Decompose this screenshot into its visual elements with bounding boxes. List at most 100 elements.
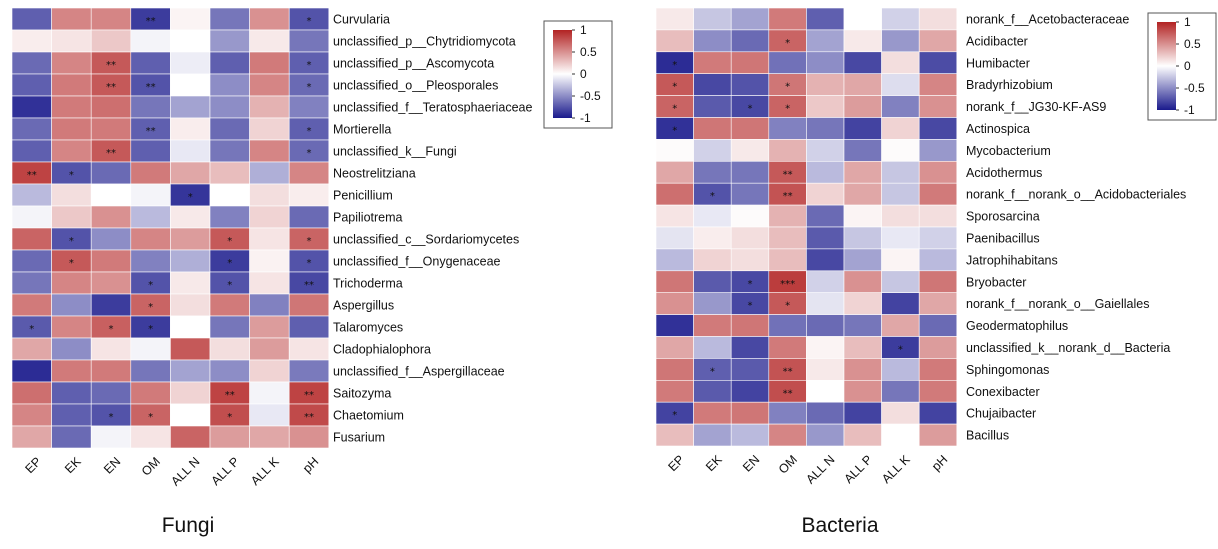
- heatmap-cell: [881, 117, 920, 140]
- heatmap-cell: [130, 29, 171, 53]
- heatmap-cell: [730, 226, 770, 250]
- heatmap-cell: [170, 403, 211, 427]
- heatmap-cell: [881, 314, 920, 337]
- legend-tick-label: -1: [580, 111, 591, 125]
- bacteria-heatmap-panel: *** ** * ***** *** **** *** *****norank_f__Acet…: [655, 7, 1217, 487]
- heatmap-cell: [730, 29, 770, 53]
- heatmap-cell: [90, 117, 132, 141]
- heatmap-cell: [806, 51, 845, 74]
- heatmap-cell: [209, 51, 250, 75]
- row-label: Acidibacter: [966, 34, 1028, 48]
- fungi-caption: Fungi: [162, 514, 215, 537]
- heatmap-cell: [655, 7, 694, 31]
- heatmap-cell: [249, 271, 290, 295]
- heatmap-cell: [843, 358, 882, 381]
- row-label: Penicillium: [333, 189, 393, 203]
- heatmap-cell: [918, 292, 958, 315]
- column-label: pH: [929, 452, 950, 473]
- legend-colorbar: [1157, 22, 1176, 110]
- row-label: norank_f__norank_o__Gaiellales: [966, 297, 1149, 311]
- heatmap-cell: [881, 270, 920, 293]
- column-label: EK: [703, 452, 725, 474]
- heatmap-cell: [730, 73, 770, 96]
- significance-label: **: [106, 82, 116, 93]
- heatmap-cell: [249, 183, 290, 207]
- significance-label: *: [109, 324, 114, 335]
- column-label: EN: [101, 454, 123, 476]
- heatmap-cell: [51, 7, 92, 31]
- heatmap-cell: [655, 292, 694, 315]
- heatmap-cell: [918, 73, 958, 96]
- heatmap-cell: [90, 249, 132, 273]
- heatmap-cell: [288, 359, 330, 383]
- heatmap-cell: [209, 359, 250, 383]
- heatmap-cell: [843, 204, 882, 228]
- heatmap-cell: [843, 423, 882, 447]
- significance-label: *: [748, 279, 753, 290]
- legend-tick-label: 1: [580, 23, 587, 37]
- heatmap-cell: [130, 51, 171, 75]
- heatmap-cell: [730, 204, 770, 228]
- heatmap-cell: [90, 425, 132, 449]
- heatmap-cell: [130, 205, 171, 229]
- heatmap-cell: [881, 248, 920, 272]
- significance-label: *: [227, 412, 232, 423]
- heatmap-cell: [881, 226, 920, 250]
- row-label: Acidothermus: [966, 166, 1042, 180]
- row-label: Bradyrhizobium: [966, 78, 1053, 92]
- heatmap-cell: [730, 336, 770, 359]
- heatmap-cell: [90, 359, 132, 383]
- heatmap-cell: [288, 95, 330, 119]
- heatmap-cell: [918, 358, 958, 381]
- significance-label: *: [148, 302, 153, 313]
- row-label: Neostrelitziana: [333, 167, 416, 181]
- heatmap-cell: [881, 7, 920, 31]
- significance-label: *: [785, 104, 790, 115]
- heatmap-cell: [768, 139, 807, 162]
- heatmap-cell: [843, 182, 882, 206]
- heatmap-cell: [249, 359, 290, 383]
- row-label: Papiliotrema: [333, 211, 403, 225]
- heatmap-cell: [693, 204, 732, 228]
- heatmap-cell: [843, 161, 882, 184]
- heatmap-cell: [170, 293, 211, 317]
- significance-label: ***: [780, 279, 795, 290]
- heatmap-cell: [655, 182, 694, 206]
- fungi-heatmap-panel: ** *** *** ** *** *** *** *** * ** * ** * **** * *** ***…: [11, 7, 613, 489]
- significance-label: *: [785, 82, 790, 93]
- significance-label: **: [27, 170, 37, 181]
- heatmap-cell: [51, 293, 92, 317]
- heatmap-cell: [843, 117, 882, 140]
- heatmap-cell: [806, 73, 845, 96]
- heatmap-cell: [11, 183, 52, 207]
- row-label: Aspergillus: [333, 299, 394, 313]
- heatmap-cell: [51, 95, 92, 119]
- heatmap-cell: [918, 117, 958, 140]
- heatmap-cell: [806, 29, 845, 53]
- heatmap-cell: [170, 51, 211, 75]
- heatmap-cell: [806, 182, 845, 206]
- heatmap-cell: [881, 161, 920, 184]
- heatmap-cell: [90, 271, 132, 295]
- heatmap-cell: [249, 227, 290, 251]
- heatmap-cell: [693, 270, 732, 293]
- heatmap-cell: [90, 205, 132, 229]
- heatmap-cell: [249, 293, 290, 317]
- row-label: Geodermatophilus: [966, 319, 1068, 333]
- significance-label: *: [672, 125, 677, 136]
- legend-tick-label: -1: [1184, 103, 1195, 117]
- significance-label: *: [227, 258, 232, 269]
- significance-label: *: [748, 301, 753, 312]
- significance-label: *: [148, 412, 153, 423]
- heatmap-cell: [51, 337, 92, 361]
- heatmap-cell: [249, 29, 290, 53]
- heatmap-cell: [209, 95, 250, 119]
- significance-label: **: [304, 280, 314, 291]
- heatmap-cell: [209, 293, 250, 317]
- heatmap-cell: [806, 401, 845, 425]
- column-label: OM: [776, 452, 800, 476]
- heatmap-cell: [288, 205, 330, 229]
- heatmap-cell: [130, 139, 171, 163]
- heatmap-cell: [881, 51, 920, 74]
- heatmap-cell: [693, 29, 732, 53]
